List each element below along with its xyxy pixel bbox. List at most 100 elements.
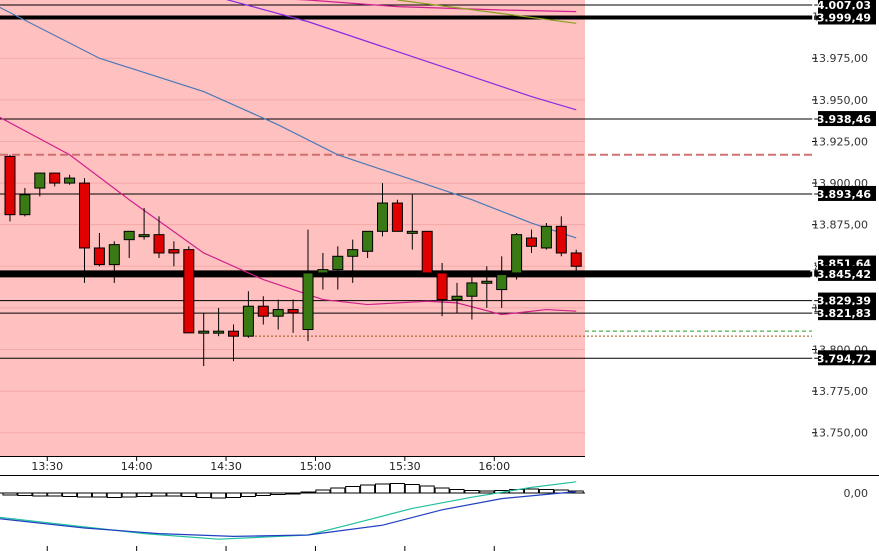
oscillator-bar: [538, 489, 554, 494]
level-label-box: [818, 111, 876, 127]
time-axis: 13:30 14:00 14:30 15:00 15:30 16:00: [31, 456, 510, 551]
candle-body: [108, 244, 120, 266]
candle-body: [406, 230, 418, 234]
candle-body: [570, 252, 582, 267]
oscillator-bar: [47, 492, 63, 497]
level-label: 13.794,72: [809, 352, 871, 365]
oscillator-bar: [77, 492, 92, 498]
candle-body: [123, 230, 135, 241]
oscillator-bar: [32, 492, 48, 497]
candle-body: [272, 309, 284, 317]
candle-body: [287, 309, 299, 314]
candle-body: [183, 249, 195, 334]
oscillator-bar: [2, 492, 18, 496]
ma-blue-line: [0, 6, 577, 239]
candlesticks: [4, 154, 582, 367]
y-tick-label: 13.975,00: [812, 52, 868, 65]
oscillator-bar: [181, 492, 197, 497]
oscillator-bar: [106, 492, 122, 498]
oscillator-bar: [226, 492, 241, 498]
candle-body: [34, 172, 46, 189]
ma-purple-line: [225, 0, 577, 111]
oscillator-bar: [166, 492, 182, 497]
candle-body: [391, 202, 403, 232]
oscillator-bar: [375, 483, 390, 494]
level-label: 13.845,42: [809, 268, 871, 281]
y-tick-label: 13.950,00: [812, 94, 868, 107]
candle-body: [213, 330, 225, 334]
x-tick-label: 13:30: [31, 460, 63, 473]
oscillator-bar: [449, 489, 465, 494]
oscillator-bar: [91, 492, 107, 498]
oscillator-bar: [151, 492, 167, 497]
oscillator-signal-line: [0, 481, 577, 540]
oscillator-bar: [300, 491, 316, 494]
candle-body: [93, 247, 105, 266]
oscillator-bar: [240, 492, 256, 497]
level-label-box: [818, 265, 876, 281]
level-label-box: [818, 305, 876, 321]
y-tick-label: 13.925,00: [812, 135, 868, 148]
x-tick-label: 14:00: [121, 460, 153, 473]
candle-body: [421, 230, 433, 274]
oscillator-bar: [17, 492, 33, 496]
level-label: 13.821,83: [809, 307, 871, 320]
level-label-box: [818, 292, 876, 308]
candle-body: [555, 225, 567, 254]
candle-body: [317, 269, 329, 274]
oscillator-bar: [360, 484, 376, 494]
candle-body: [49, 172, 61, 184]
y-tick-label: 13.775,00: [812, 385, 868, 398]
candle-body: [436, 272, 448, 301]
oscillator-bar: [389, 483, 405, 494]
oscillator-bar: [419, 485, 435, 494]
oscillator-bar: [270, 492, 286, 495]
right-axis-panel: [585, 0, 879, 456]
price-levels: [0, 4, 818, 359]
oscillator-bar: [121, 492, 137, 498]
gridlines: [0, 16, 585, 434]
oscillator-bar: [196, 492, 212, 498]
x-tick-label: 15:00: [300, 460, 332, 473]
moving-averages: [0, 0, 577, 316]
candle-body: [511, 234, 523, 274]
y-tick-label: 13.875,00: [812, 219, 868, 232]
level-label-box: [818, 9, 876, 25]
level-label: 14.007,03: [809, 0, 871, 12]
candle-body: [347, 249, 359, 257]
candle-body: [481, 280, 493, 284]
oscillator-bar: [524, 488, 539, 494]
candle-body: [79, 182, 90, 249]
oscillator-bar: [345, 486, 361, 494]
oscillator-panel: [0, 481, 585, 540]
candle-body: [64, 177, 76, 184]
oscillator-bar: [434, 487, 450, 494]
ma-pink-line: [0, 116, 577, 316]
x-tick-label: 14:30: [210, 460, 242, 473]
oscillator-zero-label: 0,00: [844, 487, 869, 500]
level-label: 13.938,46: [809, 113, 871, 126]
candle-body: [4, 155, 16, 216]
candle-body: [466, 282, 478, 297]
candle-body: [496, 274, 508, 291]
oscillator-bar: [285, 492, 301, 495]
candle-body: [138, 234, 150, 238]
candle-body: [302, 272, 314, 331]
level-label: 13.999,49: [809, 11, 871, 24]
candle-body: [242, 305, 254, 337]
oscillator-bar: [315, 489, 331, 494]
y-tick-label: 13.750,00: [812, 427, 868, 440]
oscillator-bar: [404, 484, 420, 494]
candle-body: [198, 330, 210, 334]
session-highlight: [0, 0, 585, 456]
level-label: 13.829,39: [809, 295, 871, 308]
oscillator-bar: [62, 492, 78, 497]
oscillator-bar: [211, 492, 227, 499]
candle-body: [153, 234, 165, 254]
oscillator-bar: [255, 492, 271, 496]
level-label: 13.893,46: [809, 188, 871, 201]
ma-magenta-line: [295, 0, 577, 13]
candle-body: [332, 255, 344, 271]
